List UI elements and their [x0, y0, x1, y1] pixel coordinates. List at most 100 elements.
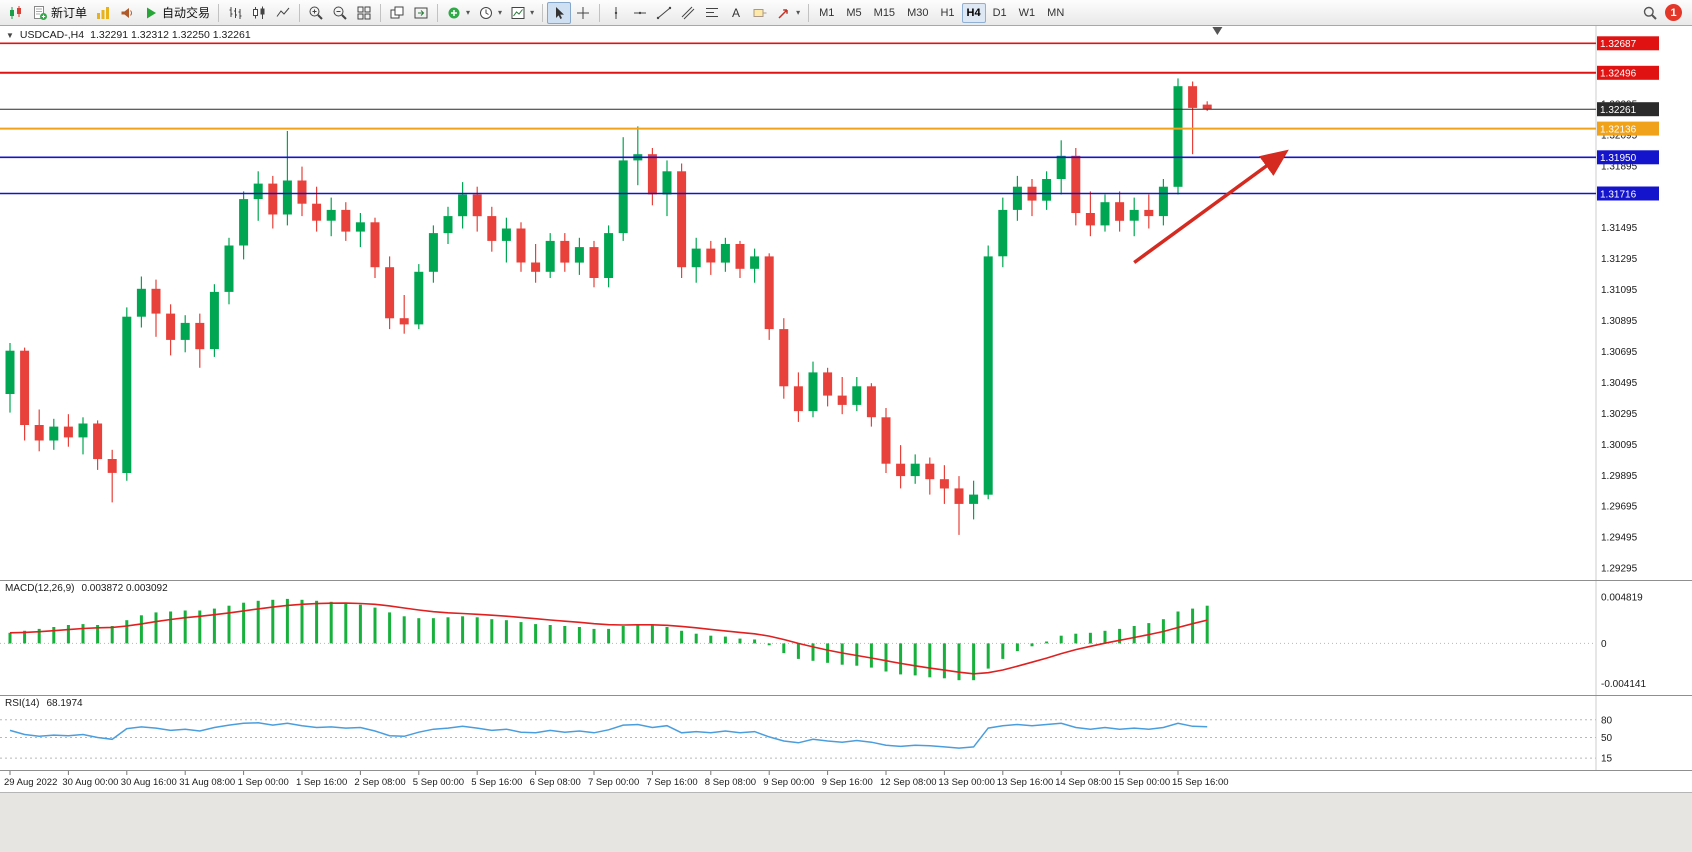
macd-histogram-bar	[388, 612, 392, 644]
clock-icon	[478, 5, 494, 21]
candle	[1144, 194, 1154, 229]
macd-histogram-bar	[636, 624, 640, 644]
text-button[interactable]: A	[724, 2, 748, 24]
chart-ohlc-readout: ▼ USDCAD-,H4 1.32291 1.32312 1.32250 1.3…	[6, 29, 251, 41]
line-chart-mode-button[interactable]	[271, 2, 295, 24]
timeframe-d1-button[interactable]: D1	[988, 3, 1012, 23]
macd-histogram-bar	[767, 643, 771, 646]
candle	[910, 454, 920, 484]
tile-windows-button[interactable]	[352, 2, 376, 24]
templates-button[interactable]: ▾	[506, 2, 538, 24]
candle	[458, 182, 468, 229]
chart-gallery-button[interactable]	[91, 2, 115, 24]
text-label-button[interactable]	[748, 2, 772, 24]
macd-axis-label: 0.004819	[1601, 592, 1643, 603]
macd-histogram-bar	[1147, 623, 1151, 644]
candle	[166, 304, 176, 356]
equidistant-channel-button[interactable]	[676, 2, 700, 24]
candle	[93, 420, 103, 470]
bar-chart-mode-button[interactable]	[223, 2, 247, 24]
zoom-in-icon	[308, 5, 324, 21]
cursor-button[interactable]	[547, 1, 572, 24]
macd-histogram-bar	[782, 643, 786, 654]
macd-histogram-bar	[694, 633, 698, 644]
time-label: 7 Sep 00:00	[588, 777, 639, 788]
price-badge: 1.32687	[1597, 36, 1659, 51]
macd-histogram-bar	[198, 610, 202, 644]
timeframe-h1-button[interactable]: H1	[935, 3, 959, 23]
svg-text:1.32261: 1.32261	[1600, 105, 1637, 116]
macd-histogram-bar	[840, 643, 844, 665]
macd-histogram-bar	[125, 620, 129, 644]
macd-histogram-bar	[811, 643, 815, 661]
macd-label: MACD(12,26,9)	[5, 583, 75, 594]
zoom-in-button[interactable]	[304, 2, 328, 24]
candle	[633, 126, 643, 186]
time-label: 1 Sep 00:00	[238, 777, 289, 788]
chart-shift-button[interactable]	[409, 2, 433, 24]
trendline-button[interactable]	[652, 2, 676, 24]
time-axis-labels: 29 Aug 2022 30 Aug 00:00 30 Aug 16:00 31 Au…	[4, 771, 1229, 788]
candle	[136, 276, 146, 328]
macd-histogram-bar	[315, 600, 319, 644]
timeframe-m15-button[interactable]: M15	[869, 3, 900, 23]
candle	[1158, 179, 1168, 226]
horizontal-line-button[interactable]	[628, 2, 652, 24]
candlestick-mode-button[interactable]	[247, 2, 271, 24]
macd-histogram-bar	[942, 643, 946, 679]
zoom-out-button[interactable]	[328, 2, 352, 24]
candle	[487, 206, 497, 252]
hline-icon	[632, 5, 648, 21]
toolbar-separator	[380, 3, 382, 22]
time-label: 30 Aug 16:00	[121, 777, 177, 788]
candle	[443, 206, 453, 244]
chart-shift-marker[interactable]	[1212, 27, 1223, 35]
candle	[282, 131, 292, 226]
arrange-charts-button[interactable]	[385, 2, 409, 24]
candle	[764, 253, 774, 340]
timeframe-m1-button[interactable]: M1	[814, 3, 839, 23]
autotrade-button[interactable]: 自动交易	[139, 2, 214, 24]
candle	[122, 307, 132, 481]
fibonacci-button[interactable]	[700, 2, 724, 24]
candle	[1071, 148, 1081, 226]
price-tick: 1.31895	[1601, 161, 1638, 172]
new-order-button[interactable]: 新订单	[28, 2, 91, 24]
svg-text:1.31950: 1.31950	[1600, 153, 1637, 164]
market-watch-button[interactable]	[115, 2, 139, 24]
channel-icon	[680, 5, 696, 21]
indicators-button[interactable]: ▾	[442, 2, 474, 24]
crosshair-button[interactable]	[571, 2, 595, 24]
candle	[808, 361, 818, 418]
macd-histogram-bar	[548, 625, 552, 644]
macd-histogram-bar	[665, 627, 669, 644]
svg-text:1.31716: 1.31716	[1600, 189, 1637, 200]
candle	[253, 171, 263, 221]
search-button[interactable]	[1638, 2, 1662, 24]
price-tick: 1.30295	[1601, 409, 1638, 420]
timeframe-mn-button[interactable]: MN	[1042, 3, 1069, 23]
macd-histogram-bar	[1132, 626, 1136, 644]
timeframe-m30-button[interactable]: M30	[902, 3, 933, 23]
trend-arrow-annotation[interactable]	[1133, 149, 1289, 264]
chart-window-button[interactable]	[4, 2, 28, 24]
notification-badge[interactable]: 1	[1665, 4, 1682, 21]
candle	[1188, 81, 1198, 155]
rsi-plot[interactable]: 80 50 15	[0, 696, 1692, 770]
candlestick-chart[interactable]: 1.322951.320951.318951.316951.314951.312…	[0, 26, 1692, 580]
arrows-button[interactable]: ▾	[772, 2, 804, 24]
macd-plot[interactable]: 0.004819 0 -0.004141	[0, 581, 1692, 695]
timeframe-m5-button[interactable]: M5	[841, 3, 866, 23]
time-axis[interactable]: 29 Aug 2022 30 Aug 00:00 30 Aug 16:00 31 Au…	[0, 770, 1692, 792]
timeframe-h4-button[interactable]: H4	[961, 2, 986, 23]
time-label: 5 Sep 00:00	[413, 777, 464, 788]
vertical-line-button[interactable]	[604, 2, 628, 24]
periods-button[interactable]: ▾	[474, 2, 506, 24]
macd-histogram-bar	[592, 628, 596, 644]
timeframe-w1-button[interactable]: W1	[1014, 3, 1041, 23]
macd-histogram-bar	[110, 626, 114, 644]
price-tick: 1.31295	[1601, 254, 1638, 265]
macd-histogram-bar	[81, 624, 85, 644]
dropdown-caret-icon: ▾	[498, 8, 503, 17]
toolbar-separator	[437, 3, 439, 22]
